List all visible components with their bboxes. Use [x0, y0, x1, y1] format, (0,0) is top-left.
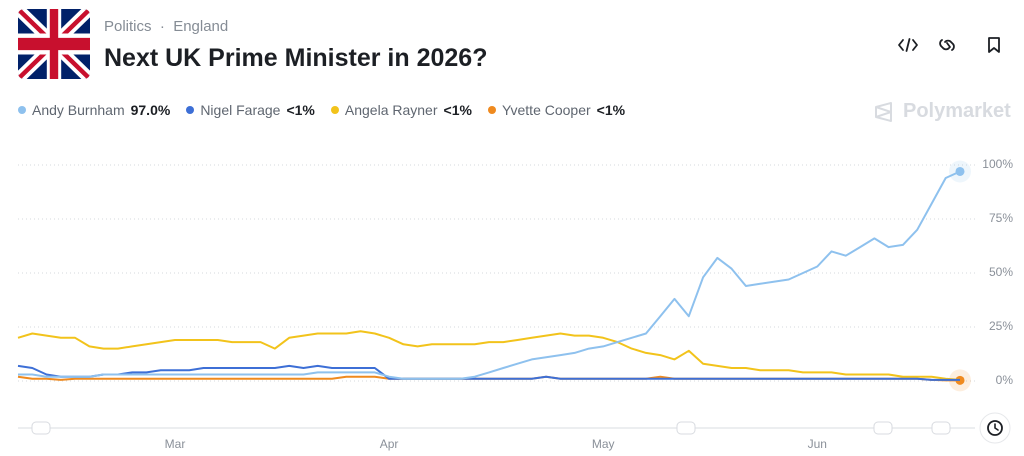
y-tick-label: 100%	[982, 157, 1013, 171]
legend-value: <1%	[443, 102, 472, 118]
legend-value: <1%	[286, 102, 315, 118]
legend-name: Angela Rayner	[344, 102, 438, 118]
y-tick-label: 75%	[989, 211, 1013, 225]
series-line	[18, 170, 961, 380]
legend-item[interactable]: Nigel Farage <1%	[186, 102, 315, 118]
legend-swatch	[186, 106, 195, 114]
range-handle[interactable]	[676, 421, 696, 435]
legend-swatch	[330, 106, 339, 114]
brand-name: Polymarket	[903, 100, 1011, 122]
range-handle[interactable]	[31, 421, 51, 435]
plot: 0% 25% 50% 75% 100% Mar Apr May Jun	[17, 157, 1014, 451]
series-line	[17, 330, 961, 381]
legend-item[interactable]: Yvette Cooper <1%	[487, 102, 626, 118]
end-point	[955, 166, 965, 176]
time-button[interactable]	[979, 412, 1011, 444]
legend-value: 97.0%	[130, 102, 171, 118]
legend-value: <1%	[596, 102, 626, 118]
range-handle[interactable]	[873, 421, 893, 435]
range-handle[interactable]	[931, 421, 951, 435]
link-button[interactable]	[939, 39, 955, 51]
x-tick-label: Jun	[808, 437, 827, 451]
flag	[18, 9, 90, 79]
x-tick-label: Apr	[380, 437, 399, 451]
y-tick-label: 0%	[996, 373, 1014, 387]
brand-logo	[875, 101, 892, 122]
legend: Andy Burnham 97.0% Nigel Farage <1% Angela R…	[18, 102, 625, 118]
embed-button[interactable]	[898, 38, 918, 52]
legend-name: Andy Burnham	[32, 102, 125, 118]
x-tick-label: Mar	[165, 437, 186, 451]
legend-name: Nigel Farage	[200, 102, 281, 118]
brand: Polymarket	[873, 100, 1011, 123]
breadcrumb: Politics · England	[104, 18, 229, 35]
subcategory[interactable]: England	[173, 18, 229, 35]
series-line	[17, 364, 960, 381]
x-tick-label: May	[592, 437, 615, 451]
y-tick-label: 50%	[989, 265, 1013, 279]
y-tick-label: 25%	[989, 319, 1013, 333]
legend-swatch	[487, 106, 496, 114]
legend-item[interactable]: Angela Rayner <1%	[330, 102, 472, 118]
category[interactable]: Politics	[104, 18, 152, 35]
bookmark-button[interactable]	[988, 37, 1000, 53]
legend-item[interactable]: Andy Burnham 97.0%	[18, 102, 170, 118]
legend-name: Yvette Cooper	[501, 102, 591, 118]
toolbar	[898, 37, 1000, 53]
market-title: Next UK Prime Minister in 2026?	[104, 44, 488, 72]
legend-swatch	[18, 106, 26, 114]
